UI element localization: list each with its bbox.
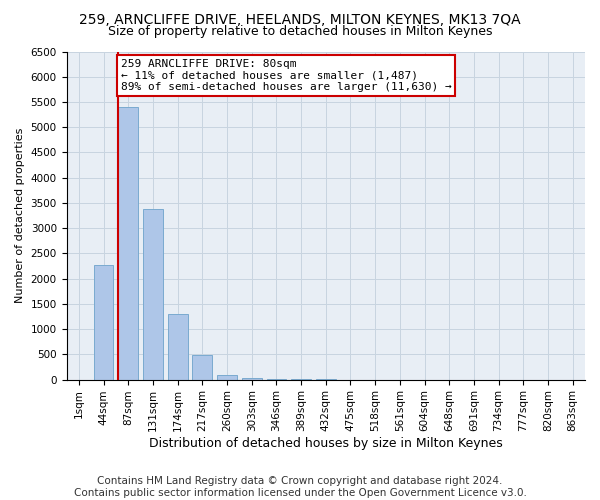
- X-axis label: Distribution of detached houses by size in Milton Keynes: Distribution of detached houses by size …: [149, 437, 503, 450]
- Bar: [266, 379, 286, 380]
- Text: Contains HM Land Registry data © Crown copyright and database right 2024.
Contai: Contains HM Land Registry data © Crown c…: [74, 476, 526, 498]
- Y-axis label: Number of detached properties: Number of detached properties: [15, 128, 25, 303]
- Bar: [118, 107, 138, 380]
- Bar: [217, 374, 237, 380]
- Bar: [193, 356, 212, 380]
- Text: 259 ARNCLIFFE DRIVE: 80sqm
← 11% of detached houses are smaller (1,487)
89% of s: 259 ARNCLIFFE DRIVE: 80sqm ← 11% of deta…: [121, 59, 452, 92]
- Bar: [242, 378, 262, 380]
- Bar: [143, 210, 163, 380]
- Bar: [94, 265, 113, 380]
- Text: Size of property relative to detached houses in Milton Keynes: Size of property relative to detached ho…: [108, 25, 492, 38]
- Bar: [168, 314, 188, 380]
- Text: 259, ARNCLIFFE DRIVE, HEELANDS, MILTON KEYNES, MK13 7QA: 259, ARNCLIFFE DRIVE, HEELANDS, MILTON K…: [79, 12, 521, 26]
